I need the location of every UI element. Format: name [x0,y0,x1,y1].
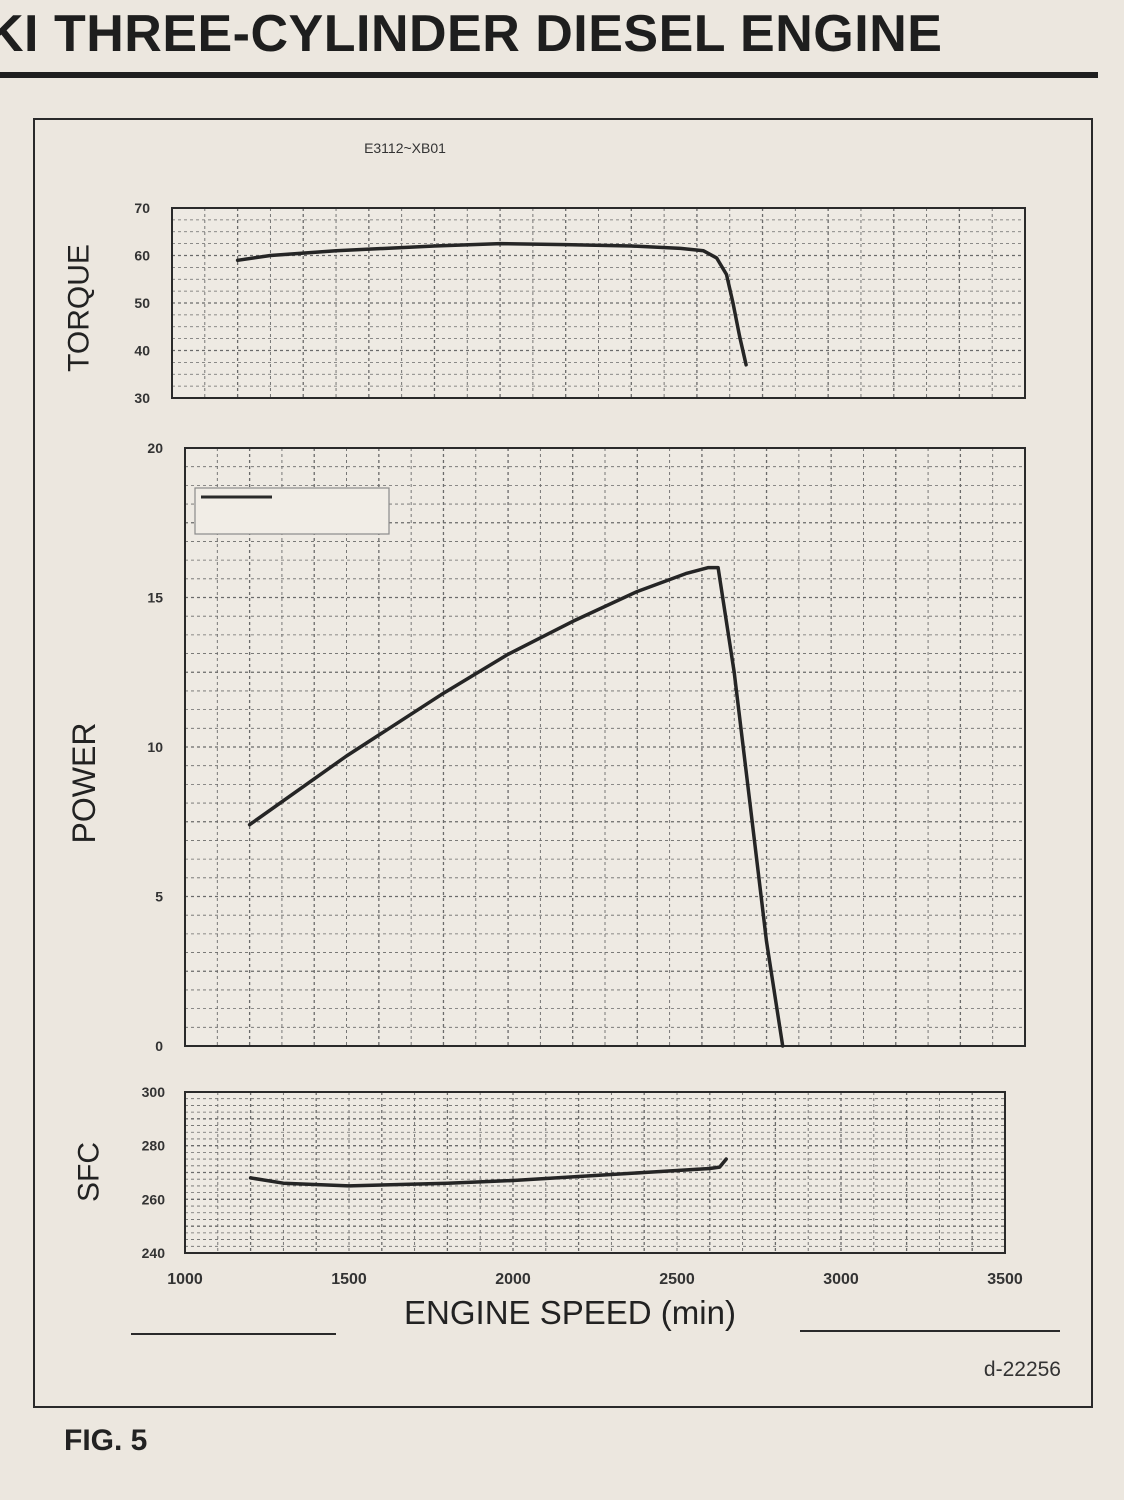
sfc-y-tick-label: 300 [142,1084,166,1100]
sfc-x-tick-label: 3000 [823,1271,859,1288]
power-curve [247,565,785,1048]
x-axis-label: ENGINE SPEED (min) [404,1294,736,1331]
sfc-x-tick-label: 2000 [495,1271,531,1288]
power-plot-border [184,447,1026,1047]
sfc-grid [185,1092,1005,1253]
sfc-y-tick-label: 280 [142,1138,166,1154]
power-y-tick-label: 15 [147,590,163,606]
torque-y-tick-label: 60 [134,248,150,264]
sfc-x-tick-label: 2500 [659,1271,695,1288]
power-grid [185,448,1025,1046]
sfc-axis-label: SFC [73,1142,106,1202]
power-y-tick-label: 5 [155,889,163,905]
power-axis-label: POWER [66,723,102,844]
legend-box [194,487,390,535]
torque-curve [235,241,748,367]
reference-code-label: d-22256 [984,1358,1061,1381]
sfc-plot-border [184,1091,1006,1254]
sfc-y-tick-label: 240 [142,1245,166,1261]
sfc-x-tick-label: 1000 [167,1271,203,1288]
torque-y-tick-label: 50 [134,295,150,311]
power-y-tick-label: 20 [147,440,163,456]
model-code-label: E3112~XB01 [364,140,446,156]
torque-axis-label: TORQUE [63,244,96,372]
torque-y-tick-label: 70 [134,200,150,216]
sfc-curve [248,1157,728,1188]
sfc-x-tick-label: 3500 [987,1271,1023,1288]
torque-panel: 70 60 50 40 30 TORQUE [63,200,1026,406]
power-y-tick-label: 0 [155,1038,163,1054]
torque-y-tick-label: 40 [134,343,150,359]
power-y-tick-label: 10 [147,739,163,755]
torque-grid [172,208,1025,398]
torque-y-tick-label: 30 [134,390,150,406]
power-panel: 20 15 10 5 0 POWER [66,440,1026,1054]
legend [194,487,390,535]
sfc-x-tick-label: 1500 [331,1271,367,1288]
figure-frame [33,118,1093,1408]
page-header-title: KI THREE-CYLINDER DIESEL ENGINE [0,5,943,63]
figure-label: FIG. 5 [64,1424,148,1457]
sfc-y-tick-label: 260 [142,1191,166,1207]
torque-plot-border [171,207,1026,399]
header-rule [0,72,1098,78]
sfc-panel: 300 280 260 240 SFC 1000 1500 2000 2500 3000 3500 E… [73,1084,1060,1335]
